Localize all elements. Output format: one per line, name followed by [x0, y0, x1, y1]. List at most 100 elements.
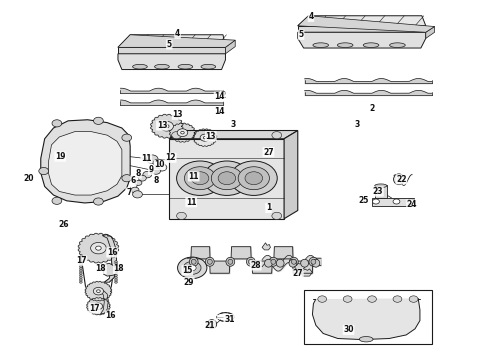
Circle shape	[93, 287, 103, 295]
Ellipse shape	[337, 43, 353, 48]
Circle shape	[115, 265, 118, 267]
Polygon shape	[193, 129, 217, 147]
Ellipse shape	[207, 259, 212, 264]
Ellipse shape	[205, 257, 214, 266]
Polygon shape	[225, 40, 235, 54]
Polygon shape	[118, 47, 225, 54]
Ellipse shape	[226, 257, 235, 266]
Circle shape	[139, 175, 147, 181]
Circle shape	[176, 212, 186, 220]
Circle shape	[408, 199, 415, 204]
Ellipse shape	[292, 259, 296, 264]
Ellipse shape	[155, 64, 169, 69]
Text: 29: 29	[184, 278, 194, 287]
Circle shape	[39, 167, 49, 175]
Circle shape	[272, 132, 282, 139]
Polygon shape	[118, 35, 225, 47]
Circle shape	[218, 172, 236, 185]
Text: 28: 28	[250, 261, 261, 270]
Circle shape	[115, 270, 118, 272]
Polygon shape	[298, 16, 435, 32]
Text: 31: 31	[224, 315, 235, 324]
Text: 24: 24	[407, 200, 417, 209]
Circle shape	[343, 296, 352, 302]
Ellipse shape	[375, 184, 387, 188]
Circle shape	[153, 159, 163, 166]
Circle shape	[176, 161, 223, 195]
Ellipse shape	[248, 259, 253, 264]
Text: 27: 27	[293, 269, 303, 278]
Circle shape	[115, 279, 118, 281]
Ellipse shape	[178, 64, 193, 69]
Polygon shape	[41, 120, 130, 203]
Bar	[375, 185, 387, 198]
Circle shape	[122, 134, 132, 141]
Circle shape	[52, 120, 62, 127]
Text: 3: 3	[355, 120, 360, 129]
Circle shape	[147, 155, 158, 163]
Ellipse shape	[276, 259, 284, 267]
Circle shape	[115, 267, 118, 270]
Circle shape	[393, 296, 402, 302]
Text: 2: 2	[369, 104, 375, 113]
Text: 30: 30	[343, 325, 354, 334]
Circle shape	[133, 191, 143, 198]
Polygon shape	[313, 298, 420, 339]
Polygon shape	[284, 131, 298, 219]
Circle shape	[79, 267, 82, 270]
Circle shape	[115, 272, 118, 274]
Polygon shape	[78, 233, 119, 263]
Circle shape	[79, 272, 82, 274]
Text: 23: 23	[373, 187, 383, 196]
Circle shape	[238, 167, 270, 190]
Ellipse shape	[311, 259, 316, 264]
Polygon shape	[298, 26, 426, 32]
Bar	[304, 291, 432, 343]
Ellipse shape	[191, 259, 196, 264]
Polygon shape	[87, 298, 110, 315]
Ellipse shape	[228, 259, 233, 264]
Text: 18: 18	[96, 265, 106, 274]
Polygon shape	[118, 54, 225, 69]
Polygon shape	[102, 234, 117, 282]
Ellipse shape	[290, 257, 298, 266]
Circle shape	[131, 187, 139, 193]
Circle shape	[94, 303, 103, 309]
Circle shape	[115, 263, 118, 265]
Text: 6: 6	[131, 176, 136, 185]
Text: 7: 7	[126, 188, 131, 197]
Circle shape	[181, 131, 184, 134]
Ellipse shape	[289, 259, 297, 267]
Circle shape	[188, 265, 196, 271]
Text: 5: 5	[167, 40, 172, 49]
Text: 17: 17	[89, 304, 100, 313]
Text: 10: 10	[154, 161, 165, 170]
Circle shape	[157, 164, 167, 171]
Text: 15: 15	[182, 266, 193, 275]
Polygon shape	[169, 131, 298, 139]
Polygon shape	[118, 35, 235, 47]
Circle shape	[122, 175, 132, 182]
Circle shape	[79, 281, 82, 283]
Circle shape	[79, 263, 82, 265]
Circle shape	[177, 257, 207, 279]
Ellipse shape	[271, 259, 276, 264]
Ellipse shape	[363, 43, 379, 48]
Text: 16: 16	[107, 248, 117, 257]
Circle shape	[203, 161, 250, 195]
Polygon shape	[169, 139, 284, 219]
Polygon shape	[49, 132, 122, 195]
Text: 11: 11	[141, 154, 151, 163]
Text: 26: 26	[58, 220, 69, 229]
Text: 9: 9	[148, 166, 154, 175]
Circle shape	[165, 125, 169, 128]
Polygon shape	[170, 123, 196, 142]
Circle shape	[97, 290, 100, 293]
Ellipse shape	[393, 174, 404, 185]
Polygon shape	[298, 16, 426, 26]
Ellipse shape	[201, 64, 216, 69]
Ellipse shape	[359, 337, 373, 342]
Ellipse shape	[312, 259, 320, 267]
Circle shape	[79, 279, 82, 281]
Circle shape	[115, 276, 118, 279]
